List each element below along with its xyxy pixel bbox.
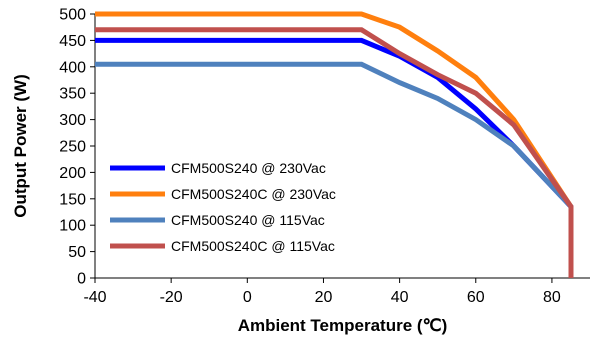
y-tick-label: 150 [59, 191, 86, 208]
y-tick-label: 200 [59, 165, 86, 182]
x-tick-label: 0 [243, 289, 252, 306]
y-tick-label: 250 [59, 139, 86, 156]
y-axis-title: Output Power (W) [11, 74, 30, 218]
x-tick-label: -20 [160, 289, 183, 306]
y-tick-label: 0 [77, 271, 86, 288]
x-tick-label: -40 [83, 289, 106, 306]
y-tick-label: 300 [59, 112, 86, 129]
legend-label: CFM500S240C @ 230Vac [171, 186, 336, 202]
legend-label: CFM500S240C @ 115Vac [171, 238, 335, 254]
x-tick-label: 40 [391, 289, 409, 306]
y-tick-label: 450 [59, 33, 86, 50]
legend-label: CFM500S240 @ 115Vac [171, 212, 325, 228]
series-line-4 [95, 27, 574, 278]
legend: CFM500S240 @ 230Vac CFM500S240C @ 230Vac C… [110, 160, 336, 254]
y-tick-label: 100 [59, 218, 86, 235]
y-tick-label: 400 [59, 59, 86, 76]
axes: 0 50 100 150 200 250 300 350 400 450 500 -40 -20 0 20 4… [59, 7, 590, 306]
x-tick-label: 60 [467, 289, 485, 306]
y-tick-label: 50 [68, 244, 86, 261]
x-tick-label: 20 [315, 289, 333, 306]
x-tick-label: 80 [543, 289, 561, 306]
x-axis-title: Ambient Temperature (℃) [238, 316, 448, 335]
y-tick-label: 500 [59, 7, 86, 24]
y-tick-label: 350 [59, 86, 86, 103]
series-layer [95, 11, 574, 278]
legend-label: CFM500S240 @ 230Vac [171, 160, 326, 176]
